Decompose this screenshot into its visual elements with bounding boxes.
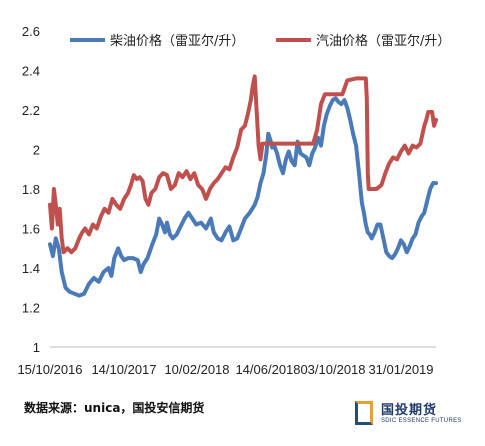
y-tick-label: 1.2 — [22, 301, 40, 316]
legend-label: 柴油价格（雷亚尔/升） — [110, 33, 244, 49]
series-line-diesel — [48, 96, 438, 298]
y-tick-label: 2.4 — [22, 64, 40, 79]
y-tick-label: 2.6 — [22, 24, 40, 39]
logo-text-en: SDIC ESSENCE FUTURES — [381, 418, 462, 424]
x-tick-label: 15/10/2016 — [17, 362, 82, 377]
logo-text-cn: 国投期货 — [381, 403, 438, 418]
x-tick-label: 14/10/2017 — [91, 362, 156, 377]
y-tick-label: 1.8 — [22, 182, 40, 197]
y-tick-label: 2 — [33, 143, 40, 158]
company-logo: 国投期货 SDIC ESSENCE FUTURES — [355, 399, 475, 431]
y-tick-label: 1 — [33, 340, 40, 355]
series-lines — [48, 74, 438, 298]
x-tick-label: 10/02/2018 — [164, 362, 229, 377]
x-axis-ticks: 15/10/2016 14/10/2017 10/02/2018 14/06/2018… — [17, 362, 433, 377]
legend: 柴油价格（雷亚尔/升） 汽油价格（雷亚尔/升） — [70, 33, 450, 49]
x-tick-label: 31/01/2019 — [368, 362, 433, 377]
logo-mark-icon — [355, 401, 373, 425]
y-tick-label: 1.6 — [22, 222, 40, 237]
y-tick-label: 1.4 — [22, 261, 40, 276]
series-line-gasoline — [48, 74, 438, 255]
legend-label: 汽油价格（雷亚尔/升） — [316, 33, 450, 49]
y-axis-ticks: 1 1.2 1.4 1.6 1.8 2 2.2 2.4 2.6 — [22, 24, 40, 355]
y-tick-label: 2.2 — [22, 103, 40, 118]
x-tick-label: 03/10/2018 — [300, 362, 365, 377]
data-source-note: 数据来源：unica，国投安信期货 — [24, 401, 205, 415]
x-tick-label: 14/06/2018 — [235, 362, 300, 377]
